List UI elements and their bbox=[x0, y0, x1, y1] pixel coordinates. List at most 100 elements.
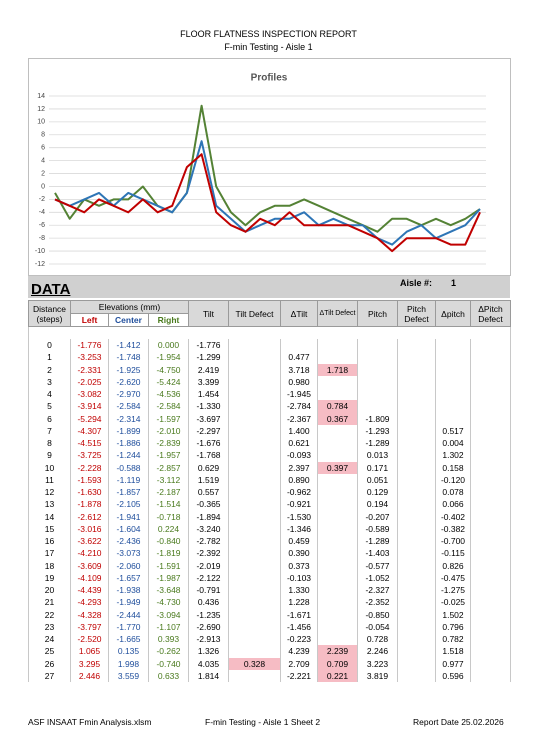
table-cell bbox=[470, 412, 511, 425]
table-cell bbox=[470, 473, 511, 486]
table-cell: 5 bbox=[28, 400, 71, 413]
column-header: Right bbox=[148, 313, 189, 327]
table-cell bbox=[317, 633, 358, 646]
table-cell: 0.477 bbox=[280, 351, 318, 364]
table-cell bbox=[357, 351, 398, 364]
y-tick-label: -8 bbox=[39, 235, 45, 242]
table-cell: -0.402 bbox=[435, 510, 471, 523]
table-cell bbox=[470, 424, 511, 437]
table-cell bbox=[228, 608, 281, 621]
table-cell: 0.728 bbox=[357, 633, 398, 646]
table-cell: -4.109 bbox=[70, 571, 109, 584]
table-cell bbox=[228, 486, 281, 499]
table-cell: 8 bbox=[28, 437, 71, 450]
table-cell: -2.612 bbox=[70, 510, 109, 523]
table-cell: 13 bbox=[28, 498, 71, 511]
table-cell: 3.559 bbox=[108, 669, 149, 682]
table-cell bbox=[228, 473, 281, 486]
table-cell: 1.302 bbox=[435, 449, 471, 462]
table-cell bbox=[397, 571, 436, 584]
table-cell bbox=[317, 437, 358, 450]
table-cell: 10 bbox=[28, 461, 71, 474]
table-cell: 2.446 bbox=[70, 669, 109, 682]
table-cell bbox=[228, 388, 281, 401]
table-cell: -1.954 bbox=[148, 351, 189, 364]
table-cell: 1.502 bbox=[435, 608, 471, 621]
table-cell: -2.436 bbox=[108, 535, 149, 548]
table-cell: -0.577 bbox=[357, 559, 398, 572]
table-cell bbox=[397, 486, 436, 499]
table-cell: -1.244 bbox=[108, 449, 149, 462]
table-cell: -0.120 bbox=[435, 473, 471, 486]
table-cell: -1.275 bbox=[435, 584, 471, 597]
table-cell: -2.187 bbox=[148, 486, 189, 499]
table-cell bbox=[470, 461, 511, 474]
table-cell bbox=[228, 559, 281, 572]
table-row: 13 -1.878 -2.105 -1.514 -0.365 -0.921 0.194 0.0… bbox=[28, 498, 511, 511]
table-cell: -1.052 bbox=[357, 571, 398, 584]
column-header: Δpitch bbox=[435, 300, 471, 327]
table-cell bbox=[317, 522, 358, 535]
table-cell bbox=[435, 375, 471, 388]
table-cell: 3.295 bbox=[70, 657, 109, 670]
table-cell bbox=[397, 584, 436, 597]
table-cell bbox=[280, 339, 318, 352]
table-cell: -2.019 bbox=[188, 559, 229, 572]
table-cell: 0.397 bbox=[317, 461, 358, 474]
table-cell: -0.207 bbox=[357, 510, 398, 523]
table-cell bbox=[357, 375, 398, 388]
table-cell: 1.718 bbox=[317, 363, 358, 376]
table-cell bbox=[228, 375, 281, 388]
table-cell: 1.228 bbox=[280, 596, 318, 609]
y-tick-label: 2 bbox=[41, 170, 45, 177]
table-cell bbox=[397, 657, 436, 670]
table-cell: 2.239 bbox=[317, 645, 358, 658]
profile-line bbox=[54, 140, 481, 246]
table-row: 11 -1.593 -1.119 -3.112 1.519 0.890 0.051 -0.12… bbox=[28, 473, 511, 486]
table-cell: 0.517 bbox=[435, 424, 471, 437]
table-row: 3 -2.025 -2.620 -5.424 3.399 0.980 bbox=[28, 375, 511, 388]
table-cell bbox=[228, 449, 281, 462]
column-header: Distance (steps) bbox=[28, 300, 71, 327]
table-cell bbox=[397, 400, 436, 413]
table-cell: 0.826 bbox=[435, 559, 471, 572]
table-cell bbox=[228, 522, 281, 535]
table-cell: 0.373 bbox=[280, 559, 318, 572]
table-row: 12 -1.630 -1.857 -2.187 0.557 -0.962 0.129 0.07… bbox=[28, 486, 511, 499]
table-cell: 2.419 bbox=[188, 363, 229, 376]
table-cell bbox=[357, 400, 398, 413]
table-cell: -2.620 bbox=[108, 375, 149, 388]
table-cell: -2.122 bbox=[188, 571, 229, 584]
table-cell: -5.424 bbox=[148, 375, 189, 388]
table-cell: -2.784 bbox=[280, 400, 318, 413]
table-cell bbox=[228, 633, 281, 646]
table-cell: -1.293 bbox=[357, 424, 398, 437]
table-row: 24 -2.520 -1.665 0.393 -2.913 -0.223 0.728 0.78… bbox=[28, 633, 511, 646]
table-cell bbox=[397, 498, 436, 511]
table-cell: -2.584 bbox=[108, 400, 149, 413]
table-cell bbox=[470, 559, 511, 572]
table-cell: 1.998 bbox=[108, 657, 149, 670]
table-cell: 0.000 bbox=[148, 339, 189, 352]
table-cell: -3.914 bbox=[70, 400, 109, 413]
footer-file: ASF INSAAT Fmin Analysis.xlsm bbox=[28, 717, 152, 727]
table-cell: -2.444 bbox=[108, 608, 149, 621]
table-cell: -1.899 bbox=[108, 424, 149, 437]
table-cell bbox=[435, 388, 471, 401]
table-row: 15 -3.016 -1.604 0.224 -3.240 -1.346 -0.589 -0.… bbox=[28, 522, 511, 535]
table-cell bbox=[357, 339, 398, 352]
table-row: 21 -4.293 -1.949 -4.730 0.436 1.228 -2.352 -0.0… bbox=[28, 596, 511, 609]
table-cell: 15 bbox=[28, 522, 71, 535]
table-cell: -0.850 bbox=[357, 608, 398, 621]
y-tick-label: -10 bbox=[35, 248, 45, 255]
table-cell: -3.094 bbox=[148, 608, 189, 621]
table-cell: -1.949 bbox=[108, 596, 149, 609]
table-cell bbox=[317, 424, 358, 437]
table-cell: -2.857 bbox=[148, 461, 189, 474]
table-cell: 3 bbox=[28, 375, 71, 388]
table-cell bbox=[470, 498, 511, 511]
table-cell: 17 bbox=[28, 547, 71, 560]
table-cell: -0.475 bbox=[435, 571, 471, 584]
table-row: 7 -4.307 -1.899 -2.010 -2.297 1.400 -1.293 0.51… bbox=[28, 424, 511, 437]
table-cell bbox=[317, 375, 358, 388]
